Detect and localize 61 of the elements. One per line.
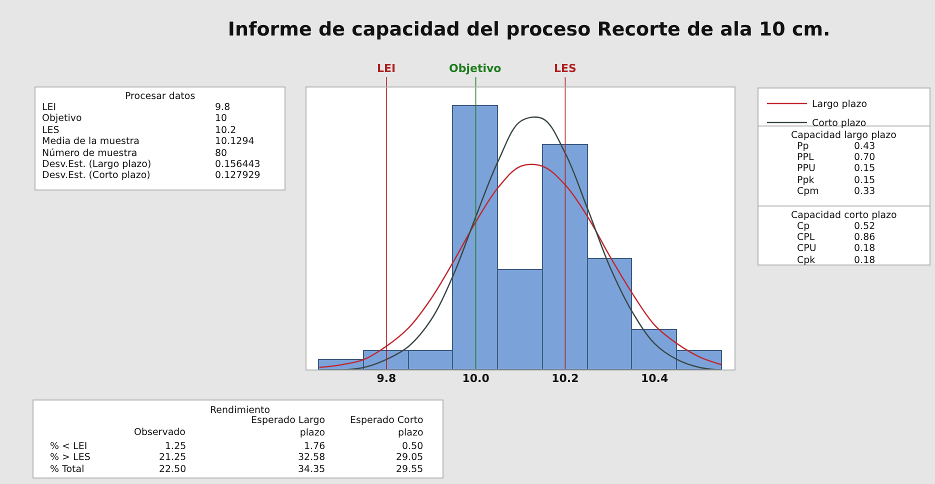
text: % Total bbox=[50, 464, 84, 475]
text: 1.25 bbox=[165, 441, 186, 452]
text: Esperado Largo plazo bbox=[251, 415, 326, 438]
text: 0.15 bbox=[854, 163, 876, 174]
text: 0.33 bbox=[854, 186, 876, 197]
text: 32.58 bbox=[298, 452, 326, 463]
text: CPU bbox=[797, 243, 816, 254]
x-tick-label: 10.0 bbox=[462, 372, 490, 385]
text: Capacidad corto plazo bbox=[791, 210, 898, 221]
text: 1.76 bbox=[304, 441, 326, 452]
text: 29.55 bbox=[396, 464, 424, 475]
text: 34.35 bbox=[298, 464, 326, 475]
text: 0.50 bbox=[402, 441, 424, 452]
legend-label: Largo plazo bbox=[812, 99, 868, 110]
text: 29.05 bbox=[396, 452, 424, 463]
text: LES bbox=[42, 125, 60, 136]
x-tick-label: 10.4 bbox=[640, 372, 668, 385]
text: PPU bbox=[797, 163, 816, 174]
text: 0.156443 bbox=[215, 159, 260, 170]
ref-line-label: LES bbox=[554, 62, 577, 75]
ref-line-label: Objetivo bbox=[449, 62, 502, 75]
text: 10.2 bbox=[215, 125, 236, 136]
text: Desv.Est. (Largo plazo) bbox=[42, 159, 152, 170]
text: 0.15 bbox=[854, 175, 876, 186]
legend-label: Corto plazo bbox=[812, 118, 866, 130]
text: 0.52 bbox=[854, 221, 876, 232]
text: Esperado Corto plazo bbox=[350, 415, 424, 438]
text: 0.86 bbox=[854, 232, 876, 243]
text: 80 bbox=[215, 148, 228, 159]
text: 9.8 bbox=[215, 102, 230, 113]
text: Pp bbox=[797, 141, 809, 152]
ref-line-label: LEI bbox=[377, 62, 396, 75]
text: Cpm bbox=[797, 186, 819, 197]
text: Observado bbox=[134, 427, 186, 438]
text: 22.50 bbox=[159, 464, 186, 475]
text: 0.43 bbox=[854, 141, 876, 152]
text: Objetivo bbox=[42, 113, 82, 124]
text: Cpk bbox=[797, 255, 816, 266]
text: LEI bbox=[42, 102, 56, 113]
text: % < LEI bbox=[50, 441, 88, 452]
text: Rendimiento bbox=[210, 405, 270, 416]
text: 0.70 bbox=[854, 152, 876, 163]
text: 10 bbox=[215, 113, 228, 124]
text: Media de la muestra bbox=[42, 136, 140, 147]
text: Capacidad largo plazo bbox=[791, 130, 897, 141]
text: 10.1294 bbox=[215, 136, 254, 147]
text: 0.18 bbox=[854, 243, 876, 254]
text: 0.127929 bbox=[215, 170, 260, 181]
chart-title: Informe de capacidad del proceso Recorte de ala 10 cm. bbox=[228, 18, 830, 41]
x-tick-label: 9.8 bbox=[376, 372, 396, 385]
text: Cp bbox=[797, 221, 810, 232]
text: Desv.Est. (Corto plazo) bbox=[42, 170, 150, 181]
text: CPL bbox=[797, 232, 816, 243]
text: Ppk bbox=[797, 175, 815, 186]
text: 21.25 bbox=[159, 452, 186, 463]
text: 0.18 bbox=[854, 255, 876, 266]
text: Procesar datos bbox=[125, 91, 196, 102]
text: PPL bbox=[797, 152, 814, 163]
text: % > LES bbox=[50, 452, 90, 463]
text: Número de muestra bbox=[42, 148, 138, 159]
x-tick-label: 10.2 bbox=[552, 372, 579, 385]
